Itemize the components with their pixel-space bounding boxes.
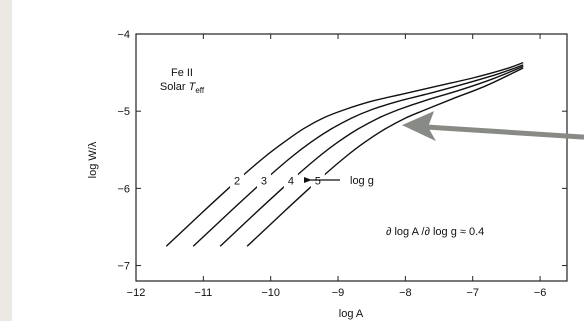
curve-label: 5 — [315, 176, 321, 188]
logg-annotation: log g — [350, 175, 374, 187]
solar-teff-annotation: Solar Teff — [160, 81, 205, 95]
y-tick-label: −7 — [117, 261, 130, 273]
y-axis-ticks: −7 −6 −5 −4 — [117, 29, 567, 273]
x-tick-label: −6 — [534, 287, 547, 299]
pointer-arrow-shaft — [427, 124, 584, 140]
x-tick-label: −12 — [127, 287, 146, 299]
curve-label: 4 — [288, 176, 294, 188]
curve-label: 2 — [234, 176, 240, 188]
pointer-arrow-head — [402, 111, 437, 142]
y-tick-label: −5 — [117, 106, 130, 118]
y-tick-label: −4 — [117, 29, 130, 41]
curves-group — [165, 61, 524, 247]
x-tick-label: −7 — [466, 287, 479, 299]
curve-logg-5 — [246, 67, 524, 247]
x-tick-label: −9 — [332, 287, 345, 299]
figure-paper — [12, 0, 584, 321]
curve-logg-3 — [192, 64, 524, 247]
y-axis-label: log W/λ — [87, 141, 99, 178]
x-tick-label: −11 — [194, 287, 212, 299]
curve-labels-group: 2 3 4 5 — [230, 171, 325, 189]
x-axis-ticks: −12 −11 −10 −9 −8 −7 −6 — [127, 34, 547, 299]
plot-frame — [135, 33, 568, 282]
pointer-arrow — [402, 111, 584, 142]
x-axis-label: log A — [339, 308, 364, 320]
curve-label-gap — [230, 171, 245, 189]
curve-logg-2 — [165, 61, 524, 247]
teff-subscript: eff — [195, 86, 205, 95]
solar-prefix: Solar — [160, 81, 189, 93]
curve-label-gap — [256, 171, 271, 189]
curve-label: 3 — [261, 176, 267, 188]
x-tick-label: −10 — [261, 287, 280, 299]
species-annotation: Fe II — [171, 67, 193, 79]
x-tick-label: −8 — [399, 287, 412, 299]
y-tick-label: −6 — [117, 183, 130, 195]
curve-label-gap — [283, 171, 298, 189]
derivative-annotation: ∂ log A /∂ log g ≈ 0.4 — [386, 226, 484, 238]
teff-main: T — [189, 81, 197, 93]
